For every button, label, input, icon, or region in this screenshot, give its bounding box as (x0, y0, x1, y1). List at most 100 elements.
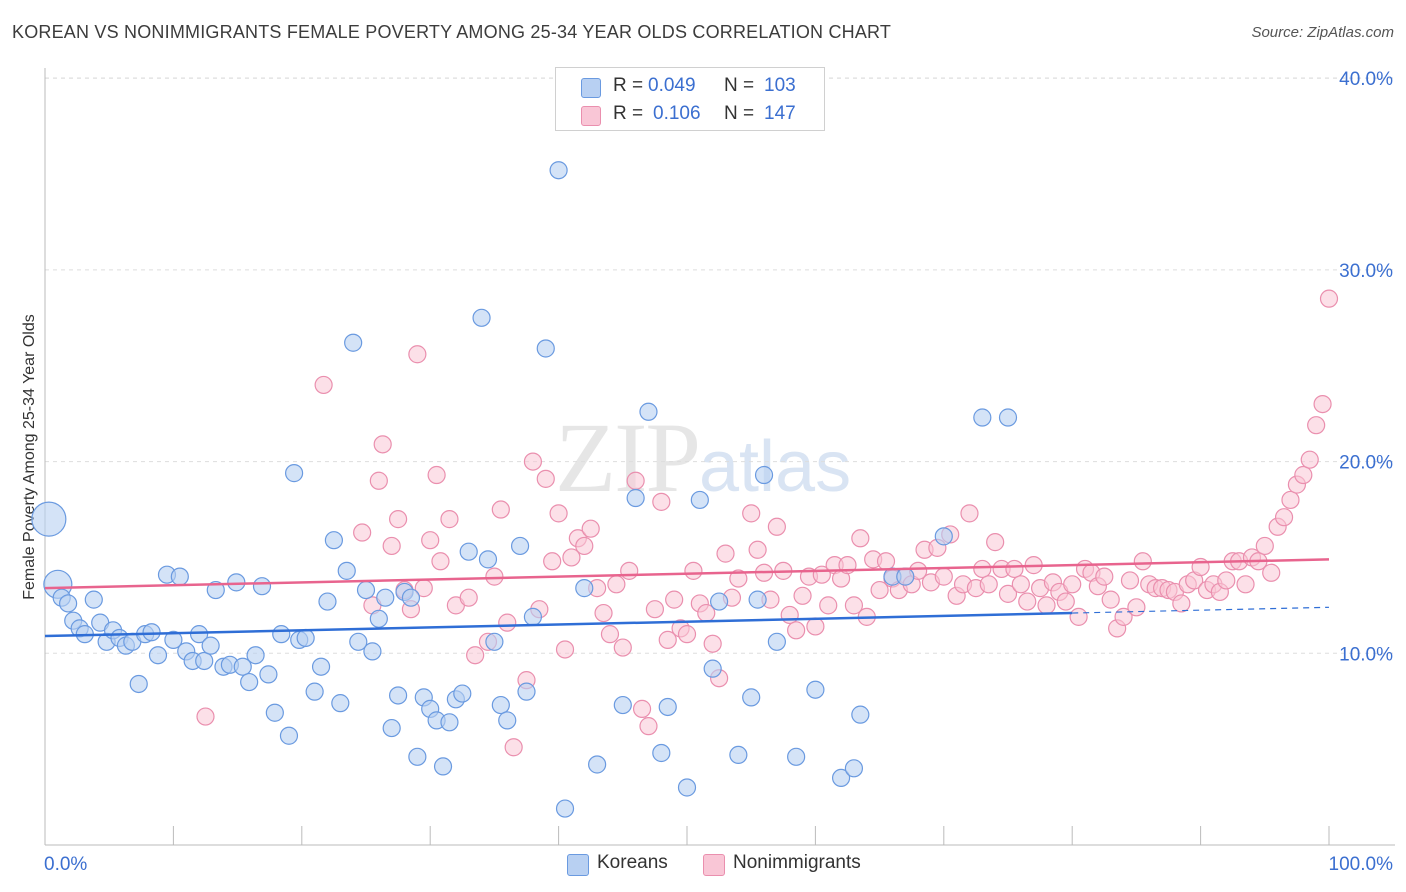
koreans-point (831, 768, 851, 788)
koreans-point (973, 408, 992, 427)
legend-n-value: 103 (764, 75, 796, 96)
nonimmigrants-point (1037, 596, 1056, 615)
koreans-point (998, 408, 1018, 427)
koreans-point (349, 632, 368, 651)
nonimmigrants-point (421, 531, 440, 550)
bottom-legend-label-koreans: Koreans (597, 852, 668, 873)
nonimmigrants-point (196, 707, 215, 726)
nonimmigrants-point (870, 580, 889, 600)
koreans-point (729, 745, 748, 765)
y-tick-label: 40.0% (1339, 69, 1393, 90)
nonimmigrants-point (491, 500, 510, 519)
koreans-point (233, 657, 252, 676)
nonimmigrants-point (427, 465, 446, 485)
koreans-point (478, 550, 498, 569)
koreans-point (536, 339, 555, 358)
nonimmigrants-point (1127, 598, 1146, 617)
nonimmigrants-point (613, 638, 632, 657)
koreans-point (279, 726, 299, 745)
nonimmigrants-point (1095, 567, 1114, 586)
nonimmigrants-point (1133, 552, 1152, 571)
koreans-point (555, 799, 575, 818)
legend-r-label: R = (613, 103, 644, 124)
koreans-point (206, 580, 225, 600)
koreans-point (259, 665, 278, 684)
koreans-point (246, 646, 265, 665)
nonimmigrants-point (1005, 559, 1024, 579)
nonimmigrants-point (998, 584, 1018, 603)
nonimmigrants-point (1307, 416, 1326, 435)
legend-n-label: N = (724, 75, 755, 96)
koreans-point (296, 628, 315, 648)
legend-row-nonimmigrants: R = 0.106 N = 147 (556, 100, 824, 128)
koreans-trendline (44, 611, 1073, 638)
nonimmigrants-point (1294, 465, 1313, 485)
nonimmigrants-point (658, 630, 677, 649)
nonimmigrants-point (684, 561, 703, 580)
legend-swatch-koreans (581, 78, 601, 98)
nonimmigrants-point (485, 567, 504, 586)
nonimmigrants-point (594, 603, 613, 623)
legend-box: R = 0.049 N = 103 R = 0.106 N = 147 (555, 67, 825, 131)
koreans-point (284, 464, 304, 483)
koreans-point (748, 590, 767, 609)
nonimmigrants-point (1236, 575, 1255, 594)
nonimmigrants-point (960, 504, 979, 523)
koreans-point (767, 632, 786, 651)
koreans-point (331, 694, 350, 713)
koreans-point (498, 711, 517, 730)
nonimmigrants-point (543, 552, 562, 571)
nonimmigrants-point (620, 561, 639, 580)
nonimmigrants-point (665, 590, 684, 609)
legend-row-koreans: R = 0.049 N = 103 (556, 72, 824, 100)
nonimmigrants-point (1056, 592, 1075, 611)
koreans-point (189, 625, 209, 644)
koreans-point (195, 651, 214, 671)
nonimmigrants-point (632, 699, 652, 718)
koreans-point (363, 642, 382, 661)
koreans-point (240, 672, 259, 692)
koreans-point (201, 636, 220, 655)
nonimmigrants-point (408, 345, 427, 364)
y-tick-label: 20.0% (1339, 453, 1393, 474)
koreans-point (31, 501, 67, 537)
legend-r-value: 0.106 (653, 103, 701, 124)
koreans-point (369, 609, 388, 628)
koreans-point (491, 695, 510, 715)
nonimmigrants-point (1319, 289, 1339, 308)
nonimmigrants-point (1120, 571, 1140, 590)
nonimmigrants-point (389, 510, 408, 529)
nonimmigrants-point (314, 375, 333, 395)
koreans-point (84, 590, 103, 609)
nonimmigrants-point (1262, 563, 1281, 582)
nonimmigrants-point (353, 523, 372, 542)
koreans-point (690, 490, 709, 510)
koreans-point (523, 607, 543, 626)
nonimmigrants-point (1114, 607, 1133, 626)
nonimmigrants-point (986, 533, 1005, 552)
koreans-point (356, 580, 376, 600)
legend-r-value: 0.049 (648, 75, 696, 96)
koreans-point (318, 592, 337, 611)
nonimmigrants-point (729, 569, 748, 588)
nonimmigrants-point (373, 435, 392, 454)
koreans-point (265, 703, 284, 722)
nonimmigrants-point (780, 605, 799, 625)
koreans-point (252, 577, 272, 596)
nonimmigrants-point (973, 559, 992, 579)
koreans-point (227, 573, 246, 592)
koreans-point (164, 630, 183, 649)
nonimmigrants-point (1255, 536, 1274, 556)
koreans-point (851, 705, 870, 724)
bottom-legend-swatch-koreans (567, 854, 589, 876)
source-label: Source: ZipAtlas.com (1251, 24, 1394, 41)
koreans-point (305, 682, 324, 701)
nonimmigrants-point (431, 552, 450, 571)
nonimmigrants-point (934, 567, 953, 586)
watermark-atlas: atlas (699, 427, 852, 507)
nonimmigrants-point (1313, 394, 1332, 414)
koreans-point (652, 743, 671, 763)
koreans-point (272, 625, 291, 644)
nonimmigrants-point (607, 575, 626, 594)
nonimmigrants-point (626, 471, 645, 490)
